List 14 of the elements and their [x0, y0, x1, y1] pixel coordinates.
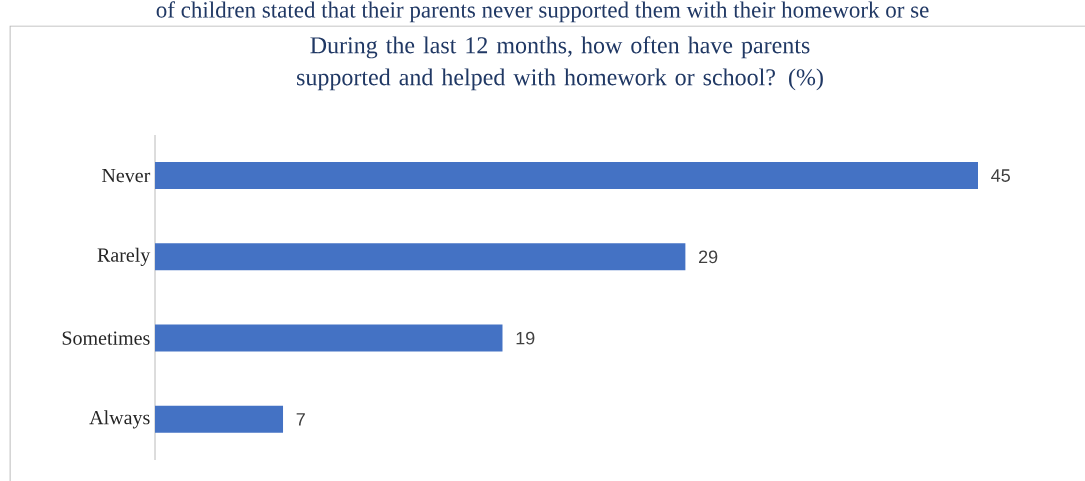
y-tick-label: Rarely [97, 247, 151, 266]
data-label: 19 [516, 331, 535, 345]
bar [155, 162, 978, 190]
data-label: 7 [296, 413, 305, 426]
y-tick-label: Sometimes [62, 331, 150, 345]
bar [155, 405, 284, 433]
chart-title: During the last 12 months, how often have parents supported and helped with homework or school? (%) [297, 36, 823, 91]
y-tick-label: Never [102, 168, 151, 183]
bar [155, 243, 686, 271]
data-label: 29 [698, 250, 718, 264]
bar [155, 324, 503, 352]
data-label: 45 [991, 169, 1010, 182]
y-tick-label: Always [89, 410, 150, 429]
text: of children stated that their parents never supported them with their homework or se [156, 1, 929, 23]
